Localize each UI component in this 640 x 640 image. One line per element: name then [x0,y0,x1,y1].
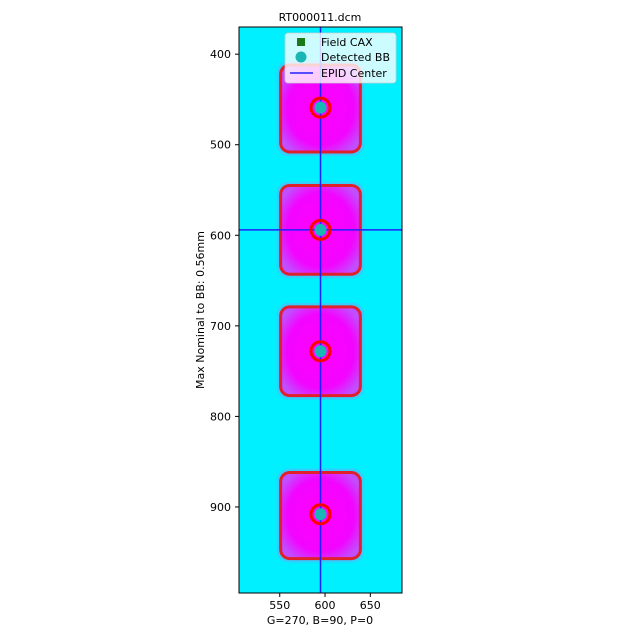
bb-contour-3 [309,340,332,363]
detected-bb-2 [314,223,327,236]
y-axis-ticks: 400 500 600 700 800 900 [210,48,239,514]
y-tick-label-400: 400 [210,48,231,61]
legend-box [284,32,397,84]
y-tick-label-600: 600 [210,229,231,242]
detected-bb-legend-marker [295,51,307,63]
detected-bb-4 [314,508,327,521]
y-axis-label: Max Nominal to BB: 0.56mm [194,231,207,389]
y-tick-label-500: 500 [210,139,231,152]
y-tick-label-700: 700 [210,320,231,333]
y-tick-label-800: 800 [210,410,231,423]
x-tick-label-550: 550 [269,599,290,612]
x-axis-label: G=270, B=90, P=0 [267,614,373,627]
legend-epid-center: EPID Center [321,67,387,80]
legend-detected-bb: Detected BB [321,51,390,64]
bb-contour-2 [309,218,332,241]
detected-bb-3 [314,345,327,358]
plot-area [239,27,402,593]
x-axis-ticks: 550 600 650 [269,593,381,612]
chart-title: RT000011.dcm [279,11,362,24]
detected-bb-layer [309,96,332,526]
plot-frame [238,26,403,594]
x-tick-label-650: 650 [360,599,381,612]
bb-contour-4 [309,503,332,526]
x-tick-label-600: 600 [315,599,336,612]
detected-bb-1 [314,101,327,114]
legend: Field CAX Detected BB EPID Center [284,32,397,84]
field-cax-legend-marker [297,38,305,46]
legend-field-cax: Field CAX [321,36,373,49]
y-tick-label-900: 900 [210,501,231,514]
bb-contour-1 [309,96,332,119]
